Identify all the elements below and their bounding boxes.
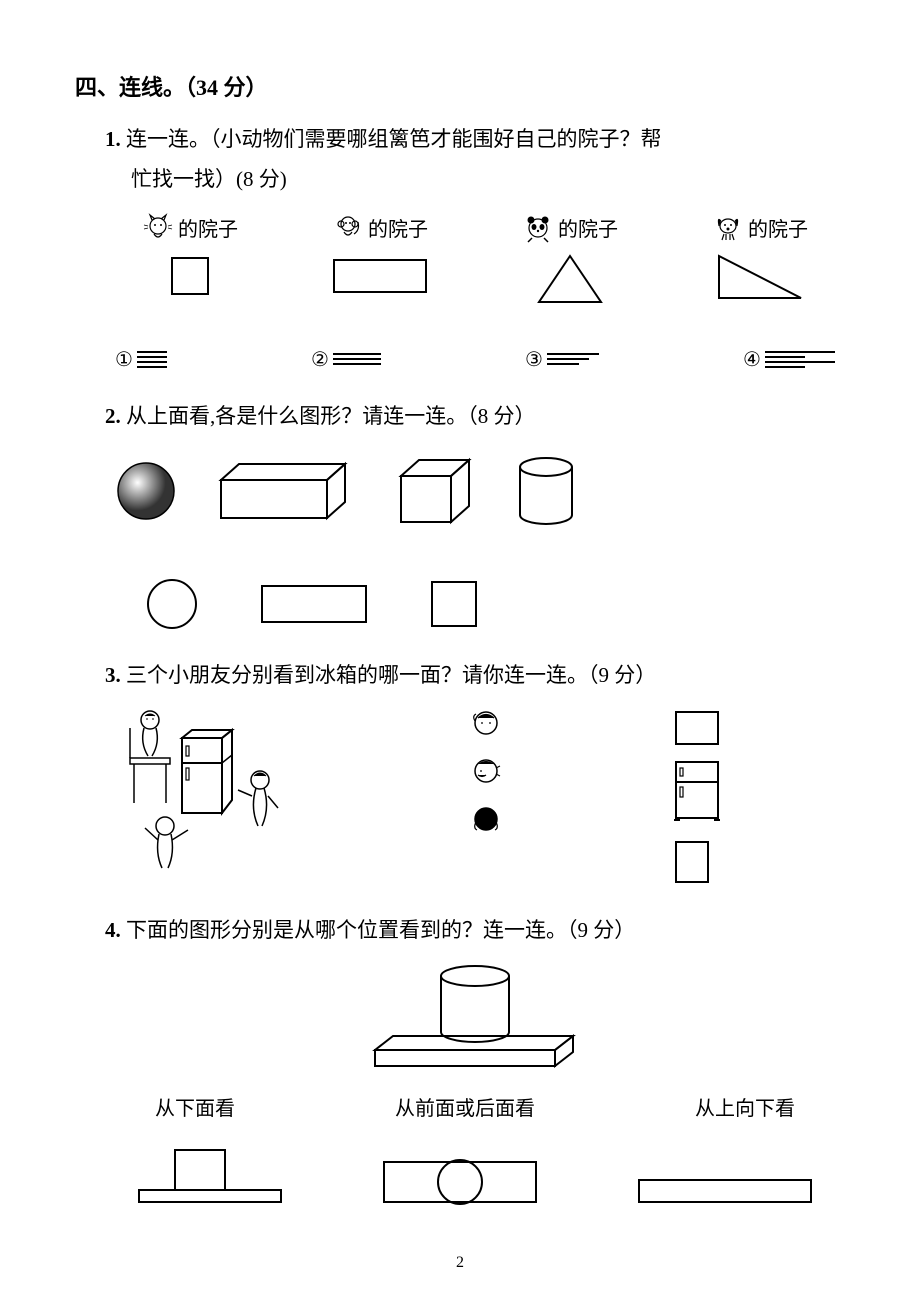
fence-2: ② (311, 347, 381, 372)
cuboid-icon (217, 460, 357, 522)
q4-labels: 从下面看 从前面或后面看 从上向下看 (105, 1092, 845, 1121)
sphere-icon (115, 460, 177, 522)
q1-fences-row: ① ② ③ ④ (105, 347, 845, 372)
rectangle-shape-icon (330, 252, 430, 300)
circle-flat-icon (145, 577, 199, 631)
q4-main-figure (105, 962, 845, 1072)
q1-line2: 忙找一找）(8 分) (131, 167, 287, 191)
view-top-icon (635, 1176, 815, 1206)
q2-num: 2. (105, 404, 121, 428)
square-shape-icon (166, 252, 214, 300)
yard-cat-label: 的院子 (178, 213, 238, 242)
section-title: 四、连线。（34 分） (75, 70, 845, 102)
fridge-top-view-icon (672, 708, 722, 748)
yard-dog: 的院子 (685, 212, 835, 307)
cylinder-icon (515, 455, 577, 527)
q4-text: 4. 下面的图形分别是从哪个位置看到的？连一连。（9 分） (105, 911, 845, 951)
fence-4: ④ (743, 347, 835, 372)
q3-text: 3. 三个小朋友分别看到冰箱的哪一面？请你连一连。（9 分） (105, 656, 845, 696)
q4-body: 下面的图形分别是从哪个位置看到的？连一连。（9 分） (126, 918, 635, 942)
cylinder-on-slab-icon (365, 962, 585, 1072)
q2-flats (105, 577, 845, 631)
triangle-shape-icon (535, 252, 605, 307)
fence-1: ① (115, 347, 167, 372)
cat-icon (142, 212, 174, 244)
q3-views (672, 708, 722, 886)
head-top-icon (470, 708, 502, 738)
yard-panda: 的院子 (495, 212, 645, 307)
fence-3-num: ③ (525, 347, 543, 372)
q2-body: 从上面看,各是什么图形？请连一连。（8 分） (126, 404, 536, 428)
head-back-icon (470, 804, 502, 834)
monkey-icon (332, 212, 364, 244)
fridge-front-view-icon (672, 760, 722, 826)
fence-3: ③ (525, 347, 599, 372)
page-number: 2 (0, 1254, 920, 1272)
q4-label-bottom: 从下面看 (155, 1092, 235, 1121)
q1-text: 1. 连一连。（小动物们需要哪组篱笆才能围好自己的院子？帮 忙找一找）(8 分) (105, 120, 845, 200)
q4-label-top: 从上向下看 (695, 1092, 795, 1121)
yard-panda-label: 的院子 (558, 213, 618, 242)
question-4: 4. 下面的图形分别是从哪个位置看到的？连一连。（9 分） 从下面看 从前面或后… (105, 911, 845, 1207)
view-front-icon (380, 1156, 540, 1206)
head-side-icon (470, 756, 502, 786)
q4-views (105, 1146, 845, 1206)
question-3: 3. 三个小朋友分别看到冰箱的哪一面？请你连一连。（9 分） (105, 656, 845, 886)
right-triangle-shape-icon (715, 252, 805, 302)
cube-icon (397, 456, 475, 526)
fridge-side-view-icon (672, 838, 712, 886)
yard-monkey: 的院子 (305, 212, 455, 307)
q3-body: 三个小朋友分别看到冰箱的哪一面？请你连一连。（9 分） (126, 663, 656, 687)
question-1: 1. 连一连。（小动物们需要哪组篱笆才能围好自己的院子？帮 忙找一找）(8 分)… (105, 120, 845, 372)
q2-text: 2. 从上面看,各是什么图形？请连一连。（8 分） (105, 397, 845, 437)
q3-heads (470, 708, 502, 834)
view-bottom-icon (135, 1146, 285, 1206)
q3-num: 3. (105, 663, 121, 687)
question-2: 2. 从上面看,各是什么图形？请连一连。（8 分） (105, 397, 845, 631)
fridge-scene-icon (120, 708, 300, 873)
q2-solids (105, 455, 845, 527)
q1-num: 1. (105, 127, 121, 151)
yard-dog-label: 的院子 (748, 213, 808, 242)
yard-monkey-label: 的院子 (368, 213, 428, 242)
q1-line1: 连一连。（小动物们需要哪组篱笆才能围好自己的院子？帮 (126, 127, 662, 151)
fence-2-num: ② (311, 347, 329, 372)
square-flat-icon (429, 579, 479, 629)
fence-1-num: ① (115, 347, 133, 372)
q1-yards-row: 的院子 的院子 (105, 212, 845, 307)
dog-icon (712, 212, 744, 244)
rectangle-flat-icon (259, 583, 369, 625)
yard-cat: 的院子 (115, 212, 265, 307)
fence-4-num: ④ (743, 347, 761, 372)
panda-icon (522, 212, 554, 244)
q4-label-front: 从前面或后面看 (395, 1092, 535, 1121)
q4-num: 4. (105, 918, 121, 942)
